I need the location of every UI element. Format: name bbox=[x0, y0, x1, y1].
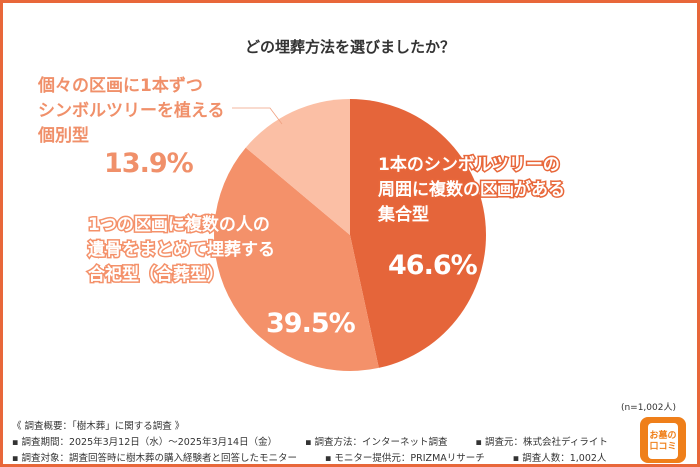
pie-slice-2 bbox=[245, 99, 350, 235]
chart-title: どの埋葬方法を選びましたか？ bbox=[244, 38, 455, 56]
label-line: 個々の区画に1本ずつ bbox=[38, 76, 203, 96]
label-individual: 個々の区画に1本ずつ シンボルツリーを植える 個別型 bbox=[38, 74, 225, 149]
label-joint: 1つの区画に複数の人の 遺骨をまとめて埋葬する 合祀型（合葬型） bbox=[87, 213, 277, 288]
footer-row1: ▪ 調査期間：2025年3月12日（水）～2025年3月14日（金） ▪ 調査方法… bbox=[12, 434, 636, 448]
label-line: 1つの区画に複数の人の bbox=[87, 214, 272, 237]
logo: お墓の 口コミ bbox=[640, 417, 686, 463]
label-line: シンボルツリーを植える bbox=[38, 101, 225, 121]
logo-text: 口コミ bbox=[649, 442, 677, 452]
sample-size: (n=1,002人) bbox=[620, 403, 676, 413]
logo-text: お墓の bbox=[649, 431, 677, 441]
footer-row2: ▪ 調査対象：調査回答時に樹木葬の購入経験者と回答したモニター ▪ モニター提供元… bbox=[12, 450, 634, 464]
label-line: 遺骨をまとめて埋葬する bbox=[87, 239, 277, 262]
survey-count: ▪ 調査人数：1,002人 bbox=[512, 453, 607, 464]
survey-method: ▪ 調査方法：インターネット調査 bbox=[305, 437, 448, 448]
label-line: 合祀型（合葬型） bbox=[87, 264, 226, 287]
survey-source: ▪ 調査元：株式会社ディライト bbox=[475, 437, 608, 448]
survey-period: ▪ 調査期間：2025年3月12日（水）～2025年3月14日（金） bbox=[12, 437, 278, 448]
pct-individual: 13.9% bbox=[104, 148, 194, 179]
pie-slice-1 bbox=[214, 147, 379, 371]
label-line: 個別型 bbox=[38, 126, 89, 146]
leader-line bbox=[232, 107, 283, 125]
label-collective: 1本のシンボルツリーの 周囲に複数の区画がある 集合型 bbox=[377, 153, 567, 228]
pie-slice-0 bbox=[350, 99, 487, 368]
pct-collective: 46.6% bbox=[388, 250, 478, 281]
label-line: 集合型 bbox=[377, 204, 431, 227]
label-line: 周囲に複数の区画がある bbox=[377, 179, 567, 202]
monitor-provider: ▪ モニター提供元：PRIZMAリサーチ bbox=[324, 453, 485, 464]
survey-target: ▪ 調査対象：調査回答時に樹木葬の購入経験者と回答したモニター bbox=[12, 453, 297, 464]
label-line: 1本のシンボルツリーの bbox=[377, 154, 562, 177]
pct-joint: 39.5% bbox=[266, 308, 356, 339]
footer-heading: 《 調査概要：「樹木葬」に関する調査 》 bbox=[12, 421, 185, 432]
